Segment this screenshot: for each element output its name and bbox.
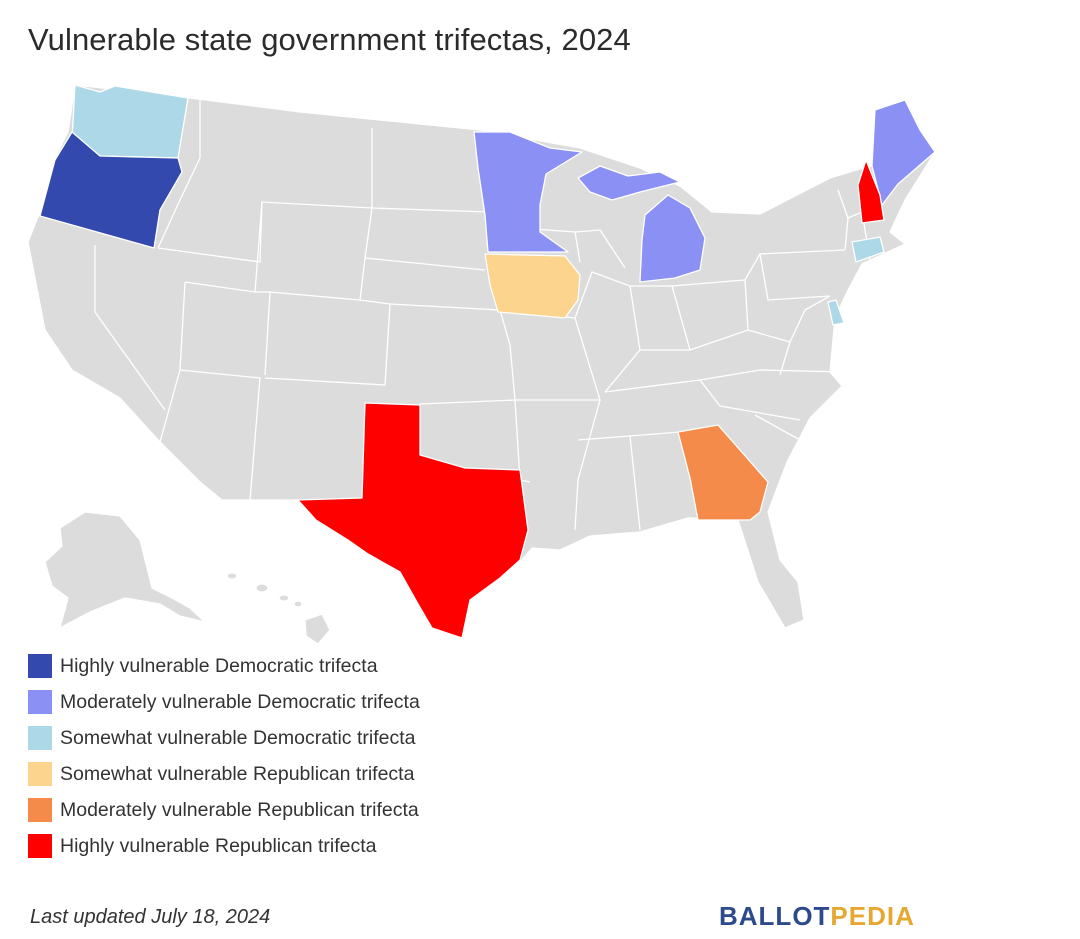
state-texas — [297, 402, 529, 639]
legend-item: Moderately vulnerable Democratic trifect… — [28, 684, 420, 720]
alaska — [44, 511, 206, 629]
legend-swatch — [28, 654, 52, 678]
legend-item: Somewhat vulnerable Republican trifecta — [28, 756, 420, 792]
state-borders — [94, 98, 871, 531]
legend-item: Moderately vulnerable Republican trifect… — [28, 792, 420, 828]
state-minnesota — [473, 131, 583, 253]
legend-label: Moderately vulnerable Republican trifect… — [60, 798, 419, 821]
legend-item: Highly vulnerable Republican trifecta — [28, 828, 420, 864]
last-updated-note: Last updated July 18, 2024 — [30, 906, 271, 928]
legend-label: Moderately vulnerable Democratic trifect… — [60, 690, 420, 713]
logo-part-ballot: BALLOT — [719, 901, 831, 931]
state-delaware — [827, 299, 845, 326]
legend-item: Highly vulnerable Democratic trifecta — [28, 648, 420, 684]
map-title: Vulnerable state government trifectas, 2… — [28, 22, 631, 57]
state-iowa — [484, 253, 581, 319]
legend-swatch — [28, 726, 52, 750]
legend-swatch — [28, 798, 52, 822]
ballotpedia-logo[interactable]: BALLOTPEDIA — [719, 901, 915, 932]
legend-label: Somewhat vulnerable Republican trifecta — [60, 762, 415, 785]
logo-part-pedia: PEDIA — [830, 901, 915, 931]
state-connecticut — [851, 236, 885, 263]
legend-swatch — [28, 690, 52, 714]
hawaii — [226, 572, 331, 645]
state-oregon — [39, 131, 183, 249]
state-michigan-lower — [639, 194, 706, 283]
state-georgia — [677, 424, 769, 521]
legend: Highly vulnerable Democratic trifecta Mo… — [28, 648, 420, 864]
state-new-hampshire — [857, 159, 885, 224]
legend-swatch — [28, 762, 52, 786]
state-michigan-upper — [577, 165, 681, 201]
legend-swatch — [28, 834, 52, 858]
legend-label: Highly vulnerable Democratic trifecta — [60, 654, 378, 677]
us-map — [27, 84, 936, 645]
legend-item: Somewhat vulnerable Democratic trifecta — [28, 720, 420, 756]
legend-label: Highly vulnerable Republican trifecta — [60, 834, 377, 857]
state-maine — [871, 99, 936, 206]
legend-label: Somewhat vulnerable Democratic trifecta — [60, 726, 416, 749]
